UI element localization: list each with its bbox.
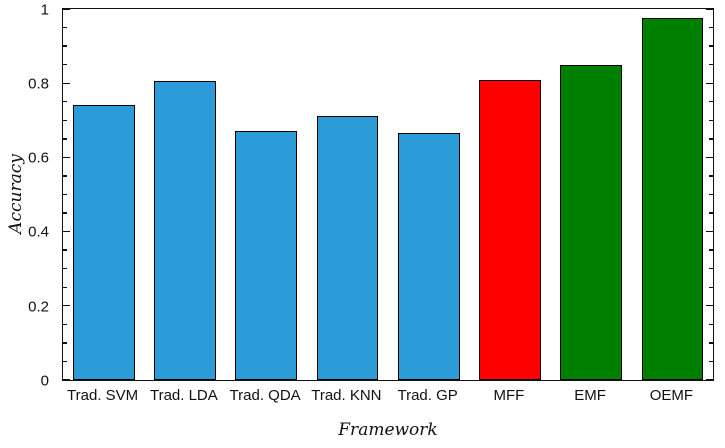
y-major-tick (706, 82, 713, 84)
y-tick-labels: 0 0.2 0.4 0.6 0.8 1 (0, 1, 56, 389)
y-major-tick (706, 156, 713, 159)
x-tick-label: Trad. LDA (149, 387, 218, 404)
y-minor-tick (709, 119, 713, 121)
y-minor-tick (709, 193, 713, 196)
y-major-tick (63, 305, 70, 307)
y-minor-tick (709, 63, 713, 66)
y-minor-tick (709, 323, 713, 326)
bar-trad-svm (72, 105, 135, 380)
y-major-tick (63, 9, 70, 11)
y-minor-tick (709, 138, 713, 140)
y-major-tick (706, 305, 713, 307)
bar-trad-gp (397, 133, 460, 380)
bar-trad-knn (316, 115, 379, 380)
y-major-tick (706, 378, 713, 380)
y-tick-label: 0.8 (28, 75, 49, 93)
x-axis-label: Framework (338, 420, 438, 440)
plot-area (62, 8, 714, 381)
bar-mff (479, 79, 541, 380)
y-tick-label: 0 (40, 372, 49, 390)
y-minor-tick (709, 249, 713, 251)
y-minor-tick (63, 175, 67, 177)
y-minor-tick (709, 342, 713, 344)
bar-trad-qda (235, 131, 297, 380)
y-minor-tick (709, 26, 713, 29)
y-minor-tick (63, 26, 67, 29)
y-major-tick (63, 230, 70, 233)
y-minor-tick (709, 175, 713, 177)
y-minor-tick (709, 286, 713, 288)
y-minor-tick (63, 45, 67, 47)
bar-emf (560, 64, 622, 380)
x-tick-label: EMF (574, 387, 606, 404)
y-minor-tick (63, 268, 67, 270)
y-major-tick (63, 82, 70, 84)
y-minor-tick (63, 212, 67, 214)
x-tick-label: MFF (493, 387, 525, 404)
x-tick-label: Trad. KNN (311, 387, 382, 404)
y-minor-tick (709, 101, 713, 103)
y-minor-tick (709, 45, 713, 47)
y-minor-tick (709, 212, 713, 214)
y-tick-label: 0.2 (28, 298, 49, 316)
y-minor-tick (63, 101, 67, 103)
y-minor-tick (709, 268, 713, 270)
y-major-tick (706, 230, 713, 233)
y-tick-label: 1 (40, 1, 49, 19)
x-tick-labels: Trad. SVM Trad. LDA Trad. QDA Trad. KNN Trad… (62, 387, 714, 409)
bar-oemf (641, 18, 704, 380)
y-minor-tick (709, 360, 713, 363)
y-major-tick (63, 378, 70, 380)
y-minor-tick (63, 63, 67, 66)
x-tick-label: Trad. GP (397, 387, 458, 404)
y-major-tick (63, 156, 70, 159)
bar-trad-lda (154, 81, 216, 380)
y-minor-tick (63, 138, 67, 140)
y-minor-tick (63, 119, 67, 121)
y-minor-tick (63, 286, 67, 288)
y-major-tick (706, 9, 713, 11)
y-tick-label: 0.6 (28, 149, 49, 167)
x-tick-label: OEMF (649, 387, 694, 404)
y-minor-tick (63, 193, 67, 196)
y-tick-label: 0.4 (28, 223, 49, 241)
x-tick-label: Trad. QDA (229, 387, 301, 404)
y-minor-tick (63, 360, 67, 363)
y-minor-tick (63, 342, 67, 344)
y-minor-tick (63, 249, 67, 251)
x-tick-label: Trad. SVM (67, 387, 139, 404)
y-minor-tick (63, 323, 67, 326)
